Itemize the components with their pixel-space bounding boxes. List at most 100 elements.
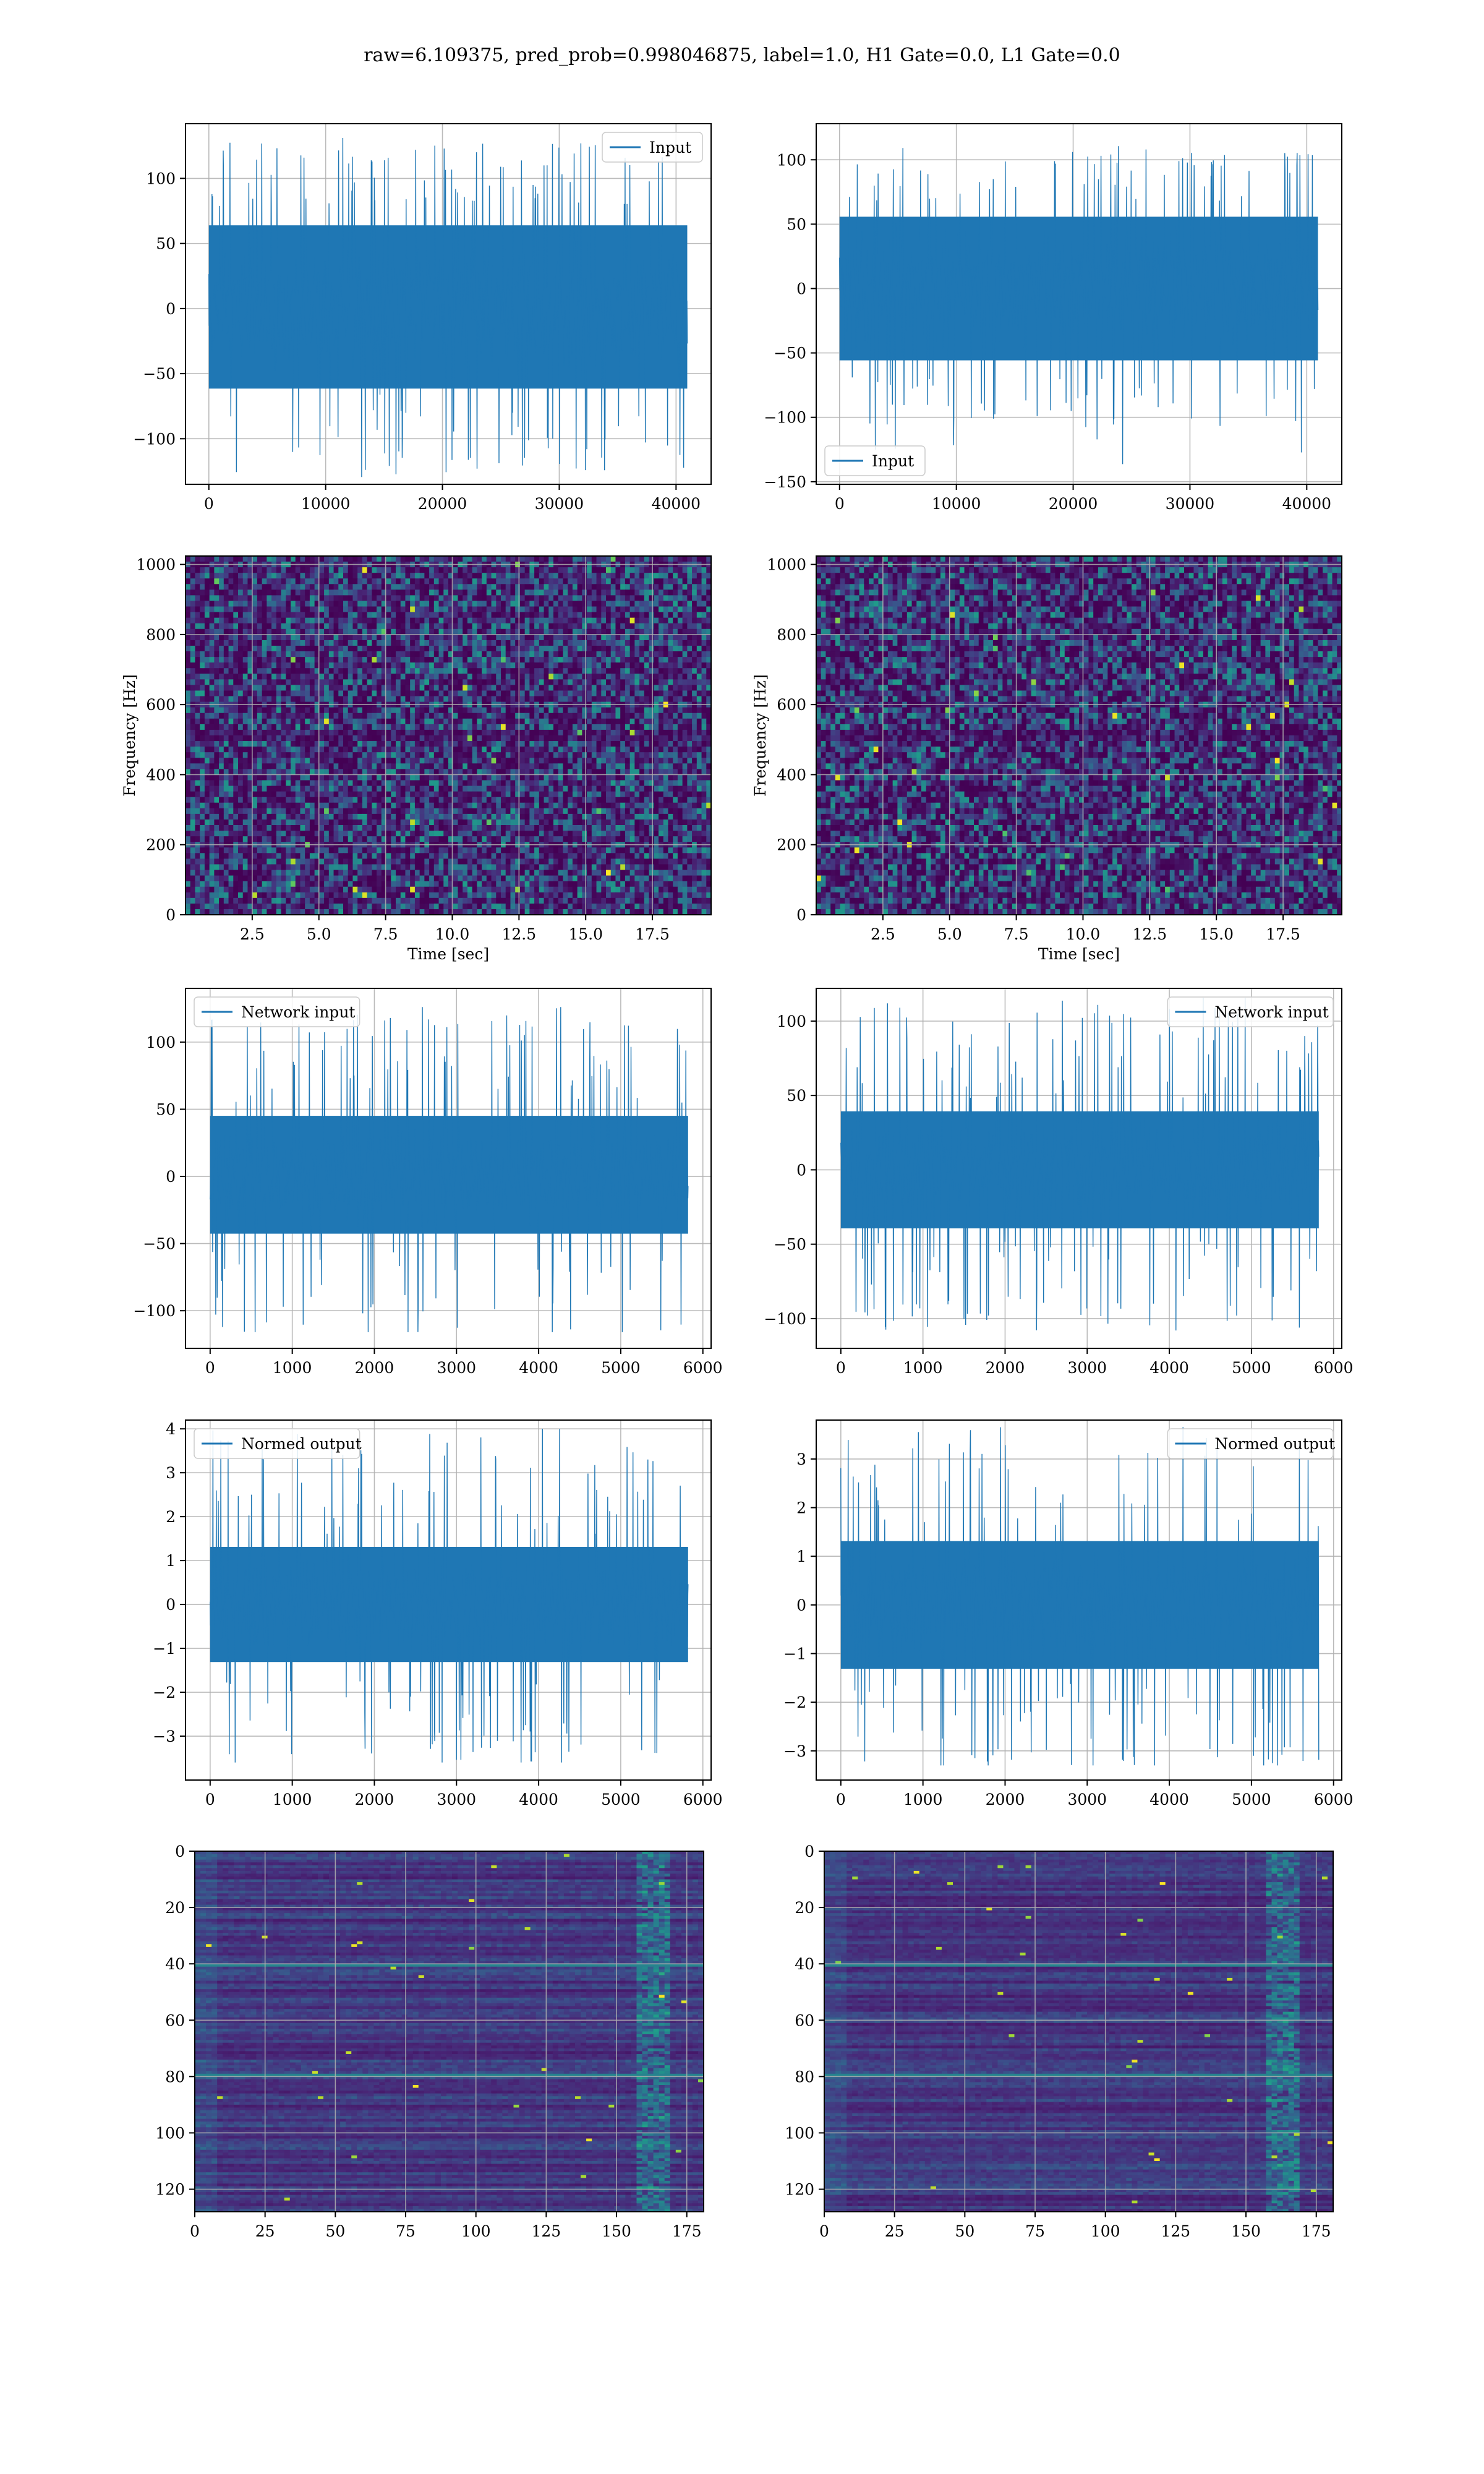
heatmap-cells — [186, 556, 712, 915]
x-tick-label: 10.0 — [435, 925, 470, 943]
y-tick-label: −1 — [783, 1645, 806, 1663]
x-tick-label: 12.5 — [1133, 925, 1167, 943]
y-tick-label: −3 — [153, 1727, 176, 1745]
y-tick-label: −50 — [143, 1235, 176, 1253]
y-tick-label: 120 — [785, 2181, 814, 2199]
x-tick-label: 20000 — [418, 495, 467, 513]
chart-h1-spectrogram: 2.5 5.0 7.5 10.0 12.5 15.0 17.5020040060080010… — [121, 556, 712, 963]
heatmap-cells — [816, 556, 1342, 915]
x-tick-label: 100 — [461, 2222, 491, 2240]
x-tick-label: 40000 — [652, 495, 701, 513]
x-tick-label: 0 — [190, 2222, 200, 2240]
y-tick-label: 100 — [155, 2124, 185, 2142]
y-tick-label: 0 — [166, 906, 176, 924]
legend: Input — [825, 446, 925, 476]
y-tick-label: 2 — [166, 1508, 176, 1526]
x-tick-label: 30000 — [1166, 495, 1215, 513]
x-tick-label: 6000 — [1314, 1359, 1354, 1377]
y-tick-label: 1000 — [767, 556, 806, 574]
y-tick-label: 1 — [166, 1552, 176, 1570]
y-tick-label: 0 — [804, 1843, 814, 1860]
y-axis-label: Frequency [Hz] — [751, 674, 769, 797]
x-tick-label: 125 — [532, 2222, 561, 2240]
y-tick-label: −1 — [153, 1640, 176, 1658]
x-tick-label: 20000 — [1049, 495, 1098, 513]
chart-h1-network-input: 0 1000 2000 3000 4000 5000 6000−100−50050100Ne… — [133, 988, 722, 1377]
y-tick-label: 80 — [165, 2068, 185, 2086]
legend: Input — [602, 132, 702, 162]
y-tick-label: 800 — [777, 626, 806, 644]
y-tick-label: 100 — [785, 2124, 814, 2142]
legend: Network input — [1167, 997, 1333, 1027]
legend-label: Network input — [241, 1003, 355, 1021]
legend-label: Normed output — [1214, 1435, 1335, 1453]
x-tick-label: 150 — [602, 2222, 631, 2240]
chart-l1-spectrogram: 2.5 5.0 7.5 10.0 12.5 15.0 17.5020040060080010… — [751, 556, 1342, 963]
heatmap-cells — [195, 1851, 704, 2212]
x-tick-label: 0 — [836, 1359, 846, 1377]
x-tick-label: 0 — [836, 1791, 846, 1808]
x-tick-label: 0 — [819, 2222, 829, 2240]
x-tick-label: 6000 — [683, 1359, 723, 1377]
x-tick-label: 0 — [205, 1359, 215, 1377]
x-tick-label: 2.5 — [871, 925, 895, 943]
x-tick-label: 15.0 — [568, 925, 603, 943]
x-tick-label: 17.5 — [1266, 925, 1300, 943]
y-tick-label: 1 — [796, 1547, 806, 1565]
legend-label: Network input — [1214, 1003, 1328, 1021]
x-tick-label: 7.5 — [1004, 925, 1029, 943]
x-tick-label: 1000 — [903, 1791, 943, 1808]
y-tick-label: 0 — [166, 300, 176, 318]
y-tick-label: 60 — [165, 2011, 185, 2029]
x-tick-label: 40000 — [1282, 495, 1332, 513]
x-tick-label: 1000 — [273, 1359, 312, 1377]
x-tick-label: 25 — [885, 2222, 905, 2240]
x-tick-label: 50 — [955, 2222, 974, 2240]
chart-h1-normed-output: 0 1000 2000 3000 4000 5000 6000−3−2−101234Norm… — [153, 1420, 722, 1808]
x-tick-label: 2000 — [355, 1791, 394, 1808]
legend-label: Input — [649, 139, 691, 156]
x-tick-label: 175 — [1302, 2222, 1331, 2240]
x-tick-label: 6000 — [1314, 1791, 1354, 1808]
x-tick-label: 100 — [1091, 2222, 1120, 2240]
x-tick-label: 2000 — [986, 1791, 1025, 1808]
y-tick-label: 800 — [146, 626, 176, 644]
y-tick-label: 3 — [166, 1464, 176, 1482]
y-axis-label: Frequency [Hz] — [121, 674, 139, 797]
x-tick-label: 3000 — [1067, 1359, 1107, 1377]
x-tick-label: 4000 — [1149, 1359, 1189, 1377]
y-tick-label: 0 — [175, 1843, 185, 1860]
x-tick-label: 1000 — [903, 1359, 943, 1377]
y-tick-label: 100 — [777, 151, 806, 169]
y-tick-label: 1000 — [136, 556, 176, 574]
y-tick-label: −50 — [774, 345, 806, 362]
x-tick-label: 5000 — [601, 1359, 641, 1377]
y-tick-label: 0 — [166, 1596, 176, 1614]
x-tick-label: 25 — [255, 2222, 275, 2240]
x-tick-label: 15.0 — [1199, 925, 1234, 943]
x-tick-label: 2000 — [986, 1359, 1025, 1377]
x-tick-label: 1000 — [273, 1791, 312, 1808]
x-tick-label: 3000 — [437, 1791, 476, 1808]
legend: Normed output — [194, 1429, 362, 1458]
x-axis-label: Time [sec] — [1038, 945, 1120, 963]
y-tick-label: −100 — [133, 430, 176, 448]
legend: Normed output — [1167, 1429, 1335, 1458]
y-tick-label: 100 — [146, 1034, 176, 1051]
x-axis-label: Time [sec] — [407, 945, 489, 963]
y-tick-label: −100 — [764, 1310, 806, 1328]
x-tick-label: 0 — [835, 495, 845, 513]
y-tick-label: −2 — [153, 1684, 176, 1701]
x-tick-label: 3000 — [437, 1359, 476, 1377]
x-tick-label: 10000 — [301, 495, 351, 513]
x-tick-label: 75 — [1025, 2222, 1045, 2240]
x-tick-label: 5.0 — [307, 925, 331, 943]
y-tick-label: 0 — [796, 280, 806, 298]
x-tick-label: 3000 — [1067, 1791, 1107, 1808]
y-tick-label: 50 — [156, 235, 176, 253]
x-tick-label: 5000 — [601, 1791, 641, 1808]
y-tick-label: 20 — [165, 1899, 185, 1917]
x-tick-label: 30000 — [535, 495, 584, 513]
